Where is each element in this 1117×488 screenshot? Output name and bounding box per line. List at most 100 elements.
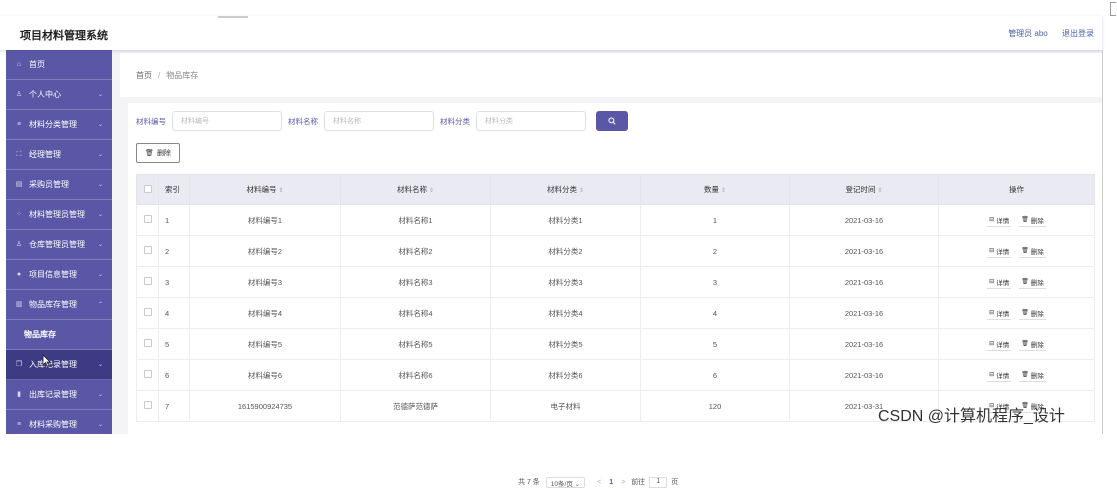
detail-button[interactable]: ⊟ 详情 <box>987 369 1012 382</box>
cell-index: 5 <box>158 328 190 360</box>
cell-qty: 120 <box>640 390 790 422</box>
cell-index: 6 <box>158 359 190 391</box>
detail-button[interactable]: ⊟ 详情 <box>987 307 1012 320</box>
row-select-cell[interactable] <box>136 235 159 267</box>
cell-name: 材料名称4 <box>340 297 491 329</box>
home-icon: ⌂ <box>16 60 22 68</box>
detail-button[interactable]: ⊟ 详情 <box>987 276 1012 289</box>
row-checkbox[interactable] <box>143 401 152 409</box>
mouse-cursor-icon <box>42 354 51 367</box>
goto-input[interactable]: 1 <box>649 476 668 488</box>
row-checkbox[interactable] <box>143 246 152 254</box>
trash-icon: 🗑 <box>1021 372 1029 378</box>
sidebar-item[interactable]: ▤ 采购员管理 ⌄ <box>6 170 112 200</box>
cell-actions: ⊟ 详情 🗑 删除 <box>938 235 1095 267</box>
sidebar-item[interactable]: ♙ 仓库管理员管理 ⌄ <box>6 230 112 260</box>
delete-button[interactable]: 🗑 删除 <box>1019 214 1046 227</box>
document-icon: ⊟ <box>989 341 995 347</box>
sidebar-item[interactable]: 物品库存 <box>6 320 112 350</box>
category-input[interactable] <box>476 111 586 131</box>
cell-index: 2 <box>158 235 190 267</box>
select-all-checkbox[interactable] <box>143 184 152 193</box>
col-code-label: 材料编号 <box>246 185 277 194</box>
col-name[interactable]: 材料名称 ⇕ <box>340 174 491 205</box>
document-icon: ⊟ <box>989 310 995 316</box>
row-select-cell[interactable] <box>136 266 159 298</box>
sidebar-item[interactable]: ≡ 材料采购管理 ⌄ <box>6 410 112 434</box>
row-checkbox[interactable] <box>143 308 152 316</box>
page-number[interactable]: 1 <box>609 478 614 486</box>
detail-label: 详情 <box>996 217 1010 225</box>
chevron-down-icon: ⌄ <box>97 392 103 398</box>
sort-icon[interactable]: ⇕ <box>278 188 284 194</box>
admin-user-label[interactable]: 管理员 abo <box>1008 29 1048 38</box>
sort-icon[interactable]: ⇕ <box>428 188 435 194</box>
next-page-button[interactable]: > <box>621 478 626 486</box>
row-select-cell[interactable] <box>136 359 159 391</box>
sidebar-item-label: 材料管理员管理 <box>29 210 85 219</box>
delete-button[interactable]: 🗑 删除 <box>1019 245 1046 258</box>
cell-category: 材料分类4 <box>490 297 641 329</box>
col-code[interactable]: 材料编号 ⇕ <box>189 174 341 205</box>
sidebar-item[interactable]: ▥ 物品库存管理 ⌃ <box>6 290 112 320</box>
col-date[interactable]: 登记时间 ⇕ <box>789 174 939 205</box>
bulk-delete-button[interactable]: 🗑 删除 <box>136 143 180 163</box>
detail-button[interactable]: ⊟ 详情 <box>987 245 1012 258</box>
sidebar-item-label: 采购员管理 <box>29 180 69 189</box>
code-input[interactable] <box>172 111 282 131</box>
sort-icon[interactable]: ⇕ <box>720 188 727 194</box>
detail-label: 详情 <box>996 248 1010 256</box>
delete-button[interactable]: 🗑 删除 <box>1019 307 1046 320</box>
col-category[interactable]: 材料分类 ⇕ <box>490 174 641 205</box>
detail-button[interactable]: ⊟ 详情 <box>987 400 1012 413</box>
page-size-select[interactable]: 10条/页 ⌄ <box>545 476 586 488</box>
delete-button[interactable]: 🗑 删除 <box>1019 338 1046 351</box>
prev-page-button[interactable]: < <box>597 478 602 486</box>
logout-link[interactable]: 退出登录 <box>1062 29 1094 38</box>
sidebar-item-label: 首页 <box>29 60 45 69</box>
col-qty[interactable]: 数量 ⇕ <box>640 174 790 205</box>
box-icon: ▥ <box>15 300 23 308</box>
detail-button[interactable]: ⊟ 详情 <box>987 214 1012 227</box>
delete-button[interactable]: 🗑 删除 <box>1019 400 1046 413</box>
name-label: 材料名称 <box>288 116 318 126</box>
cell-qty: 2 <box>640 235 790 267</box>
delete-button[interactable]: 🗑 删除 <box>1019 276 1046 289</box>
row-checkbox[interactable] <box>143 277 152 285</box>
search-button[interactable] <box>596 111 628 131</box>
cell-name: 材料名称6 <box>340 359 491 391</box>
sidebar-item[interactable]: ▮ 出库记录管理 ⌄ <box>6 380 112 410</box>
sort-icon[interactable]: ⇕ <box>578 188 585 194</box>
row-checkbox[interactable] <box>143 370 152 378</box>
sort-icon[interactable]: ⇕ <box>877 188 883 194</box>
row-select-cell[interactable] <box>136 390 159 422</box>
sidebar-item[interactable]: ⁘ 材料管理员管理 ⌄ <box>6 200 112 230</box>
row-select-cell[interactable] <box>136 204 159 236</box>
sidebar-item[interactable]: ⌂ 首页 <box>6 50 112 80</box>
row-checkbox[interactable] <box>143 215 152 223</box>
document-icon: ⊟ <box>989 248 995 254</box>
breadcrumb-home[interactable]: 首页 <box>136 70 152 80</box>
sidebar-item[interactable]: ❐ 入库记录管理 ⌄ <box>6 350 112 380</box>
cell-category: 材料分类1 <box>490 204 641 236</box>
cell-index: 4 <box>158 297 190 329</box>
sidebar-item[interactable]: ⛶ 经理管理 ⌄ <box>6 140 112 170</box>
delete-button[interactable]: 🗑 删除 <box>1019 369 1046 382</box>
sidebar-item[interactable]: ≡ 材料分类管理 ⌄ <box>6 110 112 140</box>
row-checkbox[interactable] <box>143 339 152 347</box>
chevron-down-icon: ⌄ <box>97 152 103 158</box>
trash-icon: 🗑 <box>145 150 154 157</box>
grid-icon: ⁘ <box>16 210 22 218</box>
sidebar-item[interactable]: ● 项目信息管理 ⌄ <box>6 260 112 290</box>
sidebar-item[interactable]: ♙ 个人中心 ⌄ <box>6 80 112 110</box>
trash-icon: 🗑 <box>1021 279 1029 285</box>
detail-button[interactable]: ⊟ 详情 <box>987 338 1012 351</box>
sidebar-item-label: 材料分类管理 <box>29 120 77 129</box>
row-select-cell[interactable] <box>136 297 159 329</box>
cell-actions: ⊟ 详情 🗑 删除 <box>938 359 1095 391</box>
row-select-cell[interactable] <box>136 328 159 360</box>
table-row: 1 材料编号1 材料名称1 材料分类1 1 2021-03-16 ⊟ 详情 🗑 删除 <box>136 204 1095 236</box>
sidebar-item-label: 物品库存管理 <box>29 300 77 309</box>
name-input[interactable] <box>324 111 434 131</box>
select-all-header[interactable] <box>136 174 159 205</box>
